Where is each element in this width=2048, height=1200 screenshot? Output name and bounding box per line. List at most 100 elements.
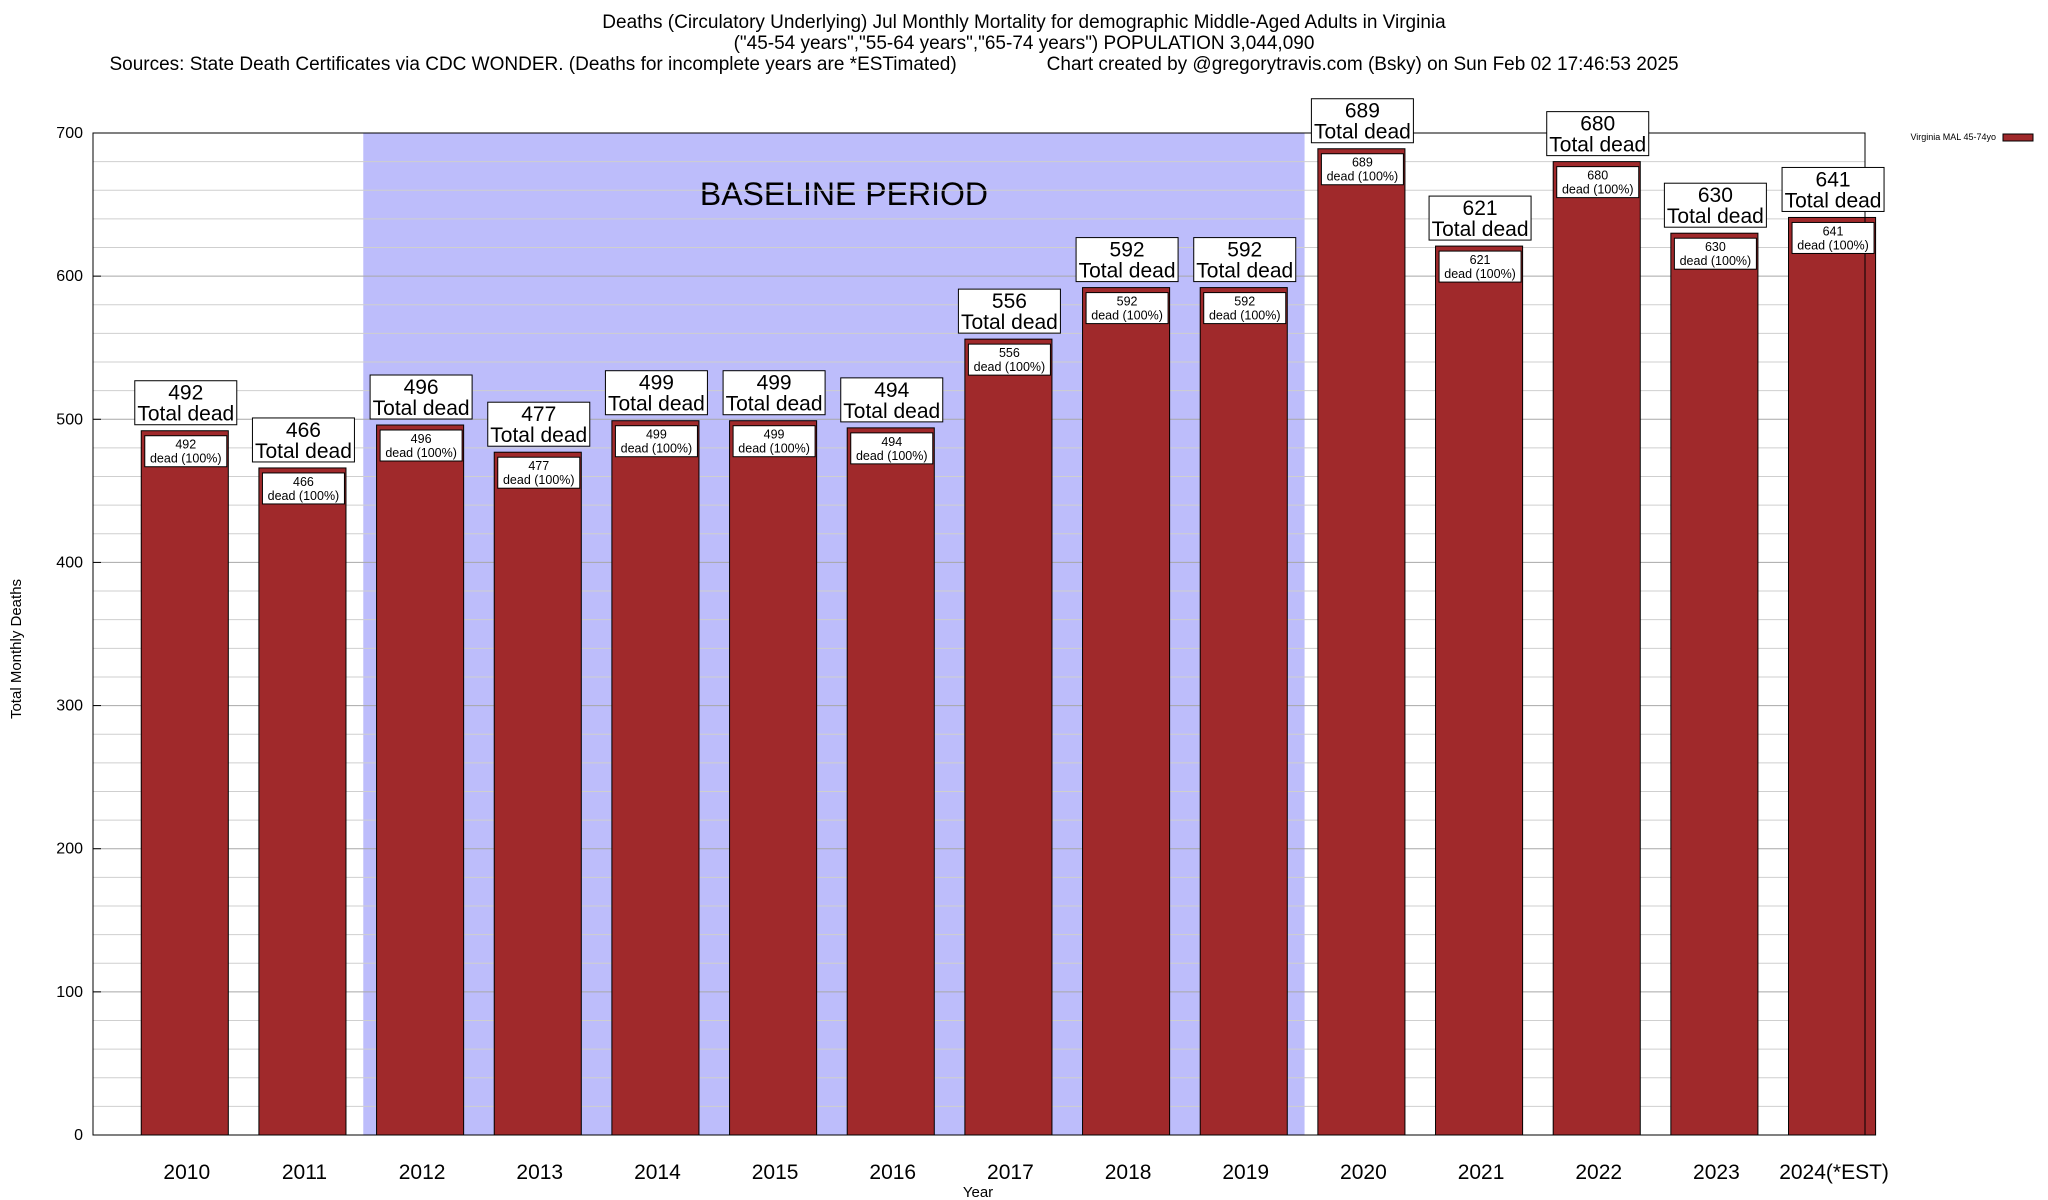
inner-label-box [1438,250,1522,283]
inner-label-value: 621 [1470,253,1491,267]
inner-label-text: dead (100%) [1327,170,1399,184]
total-label-value: 641 [1816,168,1851,191]
inner-label-box [379,429,463,462]
y-tick-label: 700 [56,125,83,142]
total-label-value: 499 [757,372,792,395]
total-label-box [722,370,826,416]
chart-credit: Chart created by @gregorytravis.com (Bsk… [1046,54,1679,75]
y-tick-label: 500 [56,411,83,428]
inner-label-text: dead (100%) [150,452,222,466]
total-label-box [1781,166,1885,212]
total-label-box [840,377,944,423]
chart-title: Deaths (Circulatory Underlying) Jul Mont… [602,12,1446,33]
total-label-text: Total dead [1667,205,1764,228]
total-label-value: 496 [404,376,439,399]
y-tick-label: 300 [56,698,83,715]
y-axis-label: Total Monthly Deaths [8,579,25,719]
x-tick-label: 2011 [282,1161,327,1184]
chart-title-block: Deaths (Circulatory Underlying) Jul Mont… [0,12,2048,75]
inner-label-value: 556 [999,346,1020,360]
x-tick-label: 2022 [1575,1161,1622,1184]
inner-label-box [144,435,228,468]
total-label-text: Total dead [1549,134,1646,157]
inner-label-text: dead (100%) [856,449,928,463]
axes: 0 100 200 300 400 500 600 700 2010 2011 2012 2013 20… [8,125,1889,1200]
total-label-text: Total dead [137,403,234,426]
total-label-text: Total dead [726,393,823,416]
y-tick-label: 0 [74,1127,83,1144]
inner-label-text: dead (100%) [1091,309,1163,323]
inner-label-box [497,456,581,489]
inner-label-box [1556,166,1640,199]
x-tick-label: 2014 [634,1161,681,1184]
bar-2013 [493,451,582,1136]
inner-label-box [261,472,345,505]
inner-label-value: 494 [881,435,902,449]
y-tick-label: 600 [56,268,83,285]
chart-sources-line: Sources: State Death Certificates via CD… [0,54,1918,75]
x-tick-label: 2012 [399,1161,446,1184]
x-tick-label: 2010 [163,1161,210,1184]
inner-label-box [967,343,1051,376]
total-label-box [1663,182,1767,228]
inner-label-text: dead (100%) [1444,267,1516,281]
x-tick-label: 2016 [869,1161,916,1184]
inner-label-text: dead (100%) [385,446,457,460]
inner-label-value: 641 [1823,224,1844,238]
inner-label-value: 492 [175,438,196,452]
chart-sources: Sources: State Death Certificates via CD… [109,54,957,75]
total-label-box [957,288,1061,334]
total-label-box [1546,111,1650,157]
total-label-text: Total dead [1196,260,1293,283]
inner-label-box [732,425,816,458]
total-label-value: 592 [1227,239,1262,262]
total-label-text: Total dead [843,400,940,423]
total-label-text: Total dead [255,440,352,463]
inner-label-value: 477 [528,459,549,473]
inner-label-text: dead (100%) [1680,254,1752,268]
total-label-text: Total dead [608,393,705,416]
bar-2010 [140,430,229,1136]
inner-label-value: 592 [1117,295,1138,309]
bar-2016 [846,427,935,1136]
bar-2020 [1317,148,1406,1136]
total-label-value: 680 [1580,113,1615,136]
total-label-box [251,417,355,463]
inner-label-text: dead (100%) [738,442,810,456]
bar-2023 [1670,232,1759,1136]
total-label-box [604,370,708,416]
total-label-value: 499 [639,372,674,395]
x-axis-label: Year [963,1184,993,1200]
total-label-value: 477 [521,403,556,426]
total-label-text: Total dead [373,397,470,420]
total-label-text: Total dead [961,311,1058,334]
bar-2014 [611,420,700,1136]
x-tick-label: 2013 [516,1161,563,1184]
inner-label-text: dead (100%) [621,442,693,456]
inner-label-value: 680 [1587,169,1608,183]
y-tick-label: 400 [56,554,83,571]
bar-2011 [258,467,347,1136]
inner-label-box [1791,221,1875,254]
total-label-text: Total dead [1079,260,1176,283]
total-label-text: Total dead [490,424,587,447]
total-label-box [369,374,473,420]
inner-label-value: 466 [293,475,314,489]
total-label-box [134,380,238,426]
total-label-box [1428,195,1532,241]
x-tick-label: 2015 [752,1161,799,1184]
inner-label-value: 689 [1352,156,1373,170]
inner-label-box [1203,292,1287,325]
y-tick-label: 100 [56,984,83,1001]
total-label-text: Total dead [1785,189,1882,212]
x-tick-label: 2018 [1105,1161,1152,1184]
bar-2022 [1552,161,1641,1136]
inner-label-box [850,432,934,465]
total-label-value: 466 [286,419,321,442]
total-label-box [487,401,591,447]
total-label-box [1193,237,1297,283]
inner-label-box [1085,292,1169,325]
legend: Virginia MAL 45-74yo [1910,132,2034,142]
legend-label: Virginia MAL 45-74yo [1910,132,1996,142]
